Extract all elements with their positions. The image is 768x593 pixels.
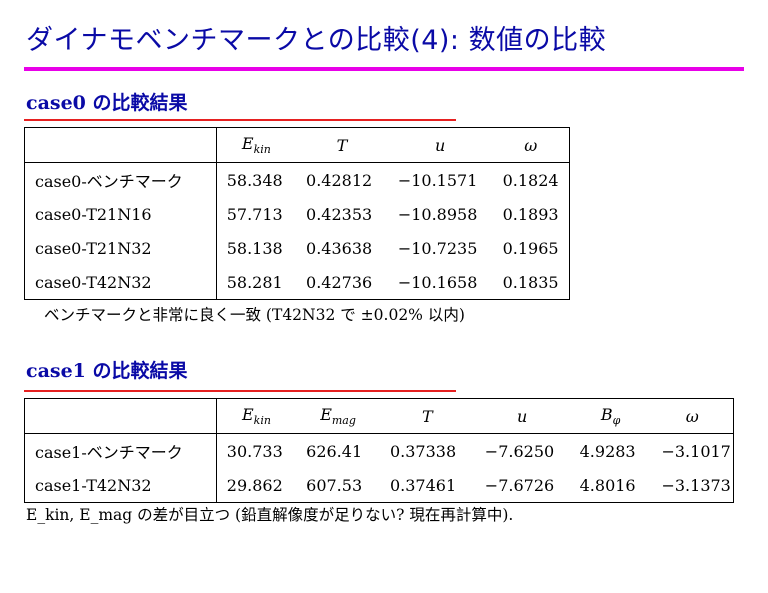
case0-table: Ekin T u ω case0-ベンチマーク 58.348 0.42812 −… xyxy=(24,127,570,300)
row-label: case0-T21N32 xyxy=(24,231,217,265)
header-u: u xyxy=(387,127,493,163)
header-omega: ω xyxy=(651,398,734,434)
row-label: case1-T42N32 xyxy=(24,468,217,503)
table-row: case0-ベンチマーク 58.348 0.42812 −10.1571 0.1… xyxy=(24,162,570,197)
cell: 0.1965 xyxy=(502,238,559,258)
cell: 4.9283 xyxy=(579,441,636,461)
cell: 0.43638 xyxy=(306,238,373,258)
case1-header-row: Ekin Emag T u Bφ ω xyxy=(24,398,734,434)
cell: −10.7235 xyxy=(397,238,478,258)
header-emag: Emag xyxy=(296,398,380,434)
cell: −7.6250 xyxy=(484,441,555,461)
cell: 58.281 xyxy=(226,272,283,292)
case1-note: E_kin, E_mag の差が目立つ (鉛直解像度が足りない? 現在再計算中)… xyxy=(26,506,514,524)
cell: −7.6726 xyxy=(484,475,555,495)
cell: 0.1824 xyxy=(502,170,559,190)
case0-note: ベンチマークと非常に良く一致 (T42N32 で ±0.02% 以内) xyxy=(44,306,465,324)
case0-divider xyxy=(24,119,456,121)
cell: 626.41 xyxy=(306,441,363,461)
cell: 607.53 xyxy=(306,475,363,495)
cell: −10.1658 xyxy=(397,272,478,292)
cell: 0.42353 xyxy=(306,204,373,224)
row-label: case0-T42N32 xyxy=(24,265,217,300)
cell: 58.138 xyxy=(226,238,283,258)
cell: 0.37338 xyxy=(389,441,457,461)
cell: −10.1571 xyxy=(397,170,478,190)
cell: 0.42812 xyxy=(306,170,373,190)
page-title: ダイナモベンチマークとの比較(4): 数値の比較 xyxy=(26,25,607,56)
cell: 58.348 xyxy=(226,170,283,190)
header-ekin: Ekin xyxy=(216,127,297,163)
header-u: u xyxy=(474,398,570,434)
header-omega: ω xyxy=(492,127,570,163)
case1-heading: case1 の比較結果 xyxy=(26,360,188,382)
table-row: case1-T42N32 29.862 607.53 0.37461 −7.67… xyxy=(24,468,734,503)
case1-divider xyxy=(24,390,456,392)
cell: 0.1893 xyxy=(502,204,559,224)
title-divider xyxy=(24,67,744,71)
table-row: case0-T42N32 58.281 0.42736 −10.1658 0.1… xyxy=(24,265,570,300)
header-T: T xyxy=(379,398,475,434)
cell: 4.8016 xyxy=(579,475,636,495)
cell: 30.733 xyxy=(226,441,283,461)
case0-heading: case0 の比較結果 xyxy=(26,92,188,114)
header-bphi: Bφ xyxy=(569,398,652,434)
case0-header-corner xyxy=(24,127,217,163)
row-label: case0-T21N16 xyxy=(24,197,217,231)
cell: 0.37461 xyxy=(389,475,457,495)
table-row: case0-T21N16 57.713 0.42353 −10.8958 0.1… xyxy=(24,197,570,231)
case1-table: Ekin Emag T u Bφ ω case1-ベンチマーク 30.733 6… xyxy=(24,398,734,503)
cell: 29.862 xyxy=(226,475,283,495)
cell: 57.713 xyxy=(226,204,283,224)
case0-header-row: Ekin T u ω xyxy=(24,127,570,163)
cell: 0.42736 xyxy=(306,272,373,292)
table-row: case0-T21N32 58.138 0.43638 −10.7235 0.1… xyxy=(24,231,570,265)
header-ekin: Ekin xyxy=(216,398,297,434)
case1-header-corner xyxy=(24,398,217,434)
table-row: case1-ベンチマーク 30.733 626.41 0.37338 −7.62… xyxy=(24,433,734,468)
row-label: case1-ベンチマーク xyxy=(24,433,217,468)
cell: −10.8958 xyxy=(397,204,478,224)
cell: 0.1835 xyxy=(502,272,559,292)
cell: −3.1017 xyxy=(661,441,731,461)
cell: −3.1373 xyxy=(661,475,731,495)
header-T: T xyxy=(296,127,388,163)
row-label: case0-ベンチマーク xyxy=(24,162,217,197)
